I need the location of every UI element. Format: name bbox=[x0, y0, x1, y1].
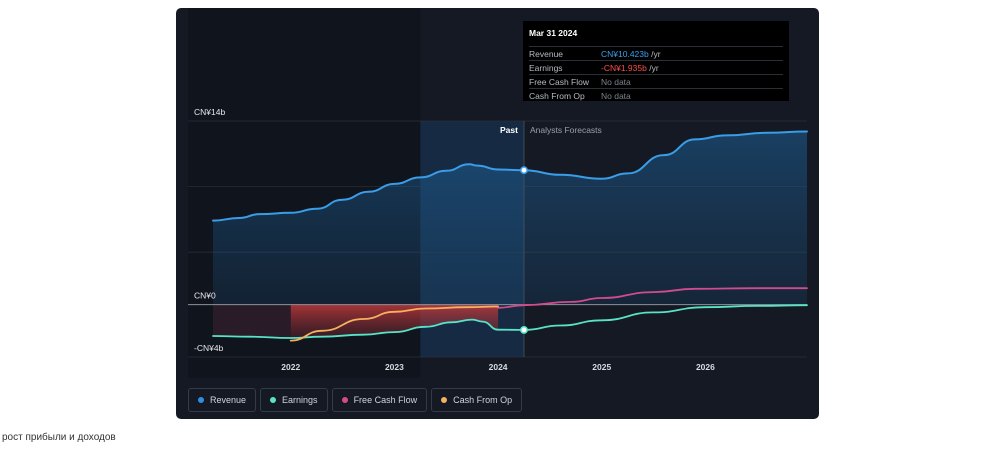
x-tick-label: 2023 bbox=[385, 362, 404, 372]
past-label: Past bbox=[500, 125, 518, 135]
tooltip-label: Free Cash Flow bbox=[529, 77, 589, 87]
forecast-label: Analysts Forecasts bbox=[530, 125, 602, 135]
fcf-dot-icon bbox=[341, 397, 348, 403]
earnings-marker bbox=[520, 325, 528, 334]
chart-canvas: CN¥14b CN¥0 -CN¥4b Past Analysts Forecasts 20… bbox=[188, 8, 808, 378]
cfo-dot-icon bbox=[441, 397, 448, 403]
earnings-area-early bbox=[213, 304, 291, 338]
y-label-top: CN¥14b bbox=[194, 107, 225, 117]
revenue-dot-icon bbox=[198, 397, 204, 403]
tooltip-row-revenue: Revenue CN¥10.423b /yr bbox=[529, 46, 783, 60]
earnings-area bbox=[290, 304, 499, 338]
earnings-line bbox=[212, 304, 808, 339]
legend-label: Revenue bbox=[210, 395, 247, 405]
legend: Revenue Earnings Free Cash Flow Cash Fro… bbox=[188, 388, 523, 412]
x-tick-label: 2022 bbox=[281, 362, 300, 372]
legend-revenue-button[interactable]: Revenue bbox=[188, 388, 257, 412]
legend-cfo-button[interactable]: Cash From Op bbox=[431, 388, 523, 412]
legend-label: Free Cash Flow bbox=[353, 395, 418, 405]
tooltip-label: Earnings bbox=[529, 63, 563, 73]
tooltip: Mar 31 2024 Revenue CN¥10.423b /yr Earni… bbox=[523, 21, 789, 101]
legend-label: Cash From Op bbox=[453, 395, 513, 405]
tooltip-unit: /yr bbox=[649, 63, 659, 73]
tooltip-value: No data bbox=[601, 77, 631, 87]
tooltip-row-fcf: Free Cash Flow No data bbox=[529, 74, 783, 88]
legend-earnings-button[interactable]: Earnings bbox=[260, 388, 328, 412]
revenue-marker bbox=[520, 166, 528, 175]
tooltip-value: No data bbox=[601, 91, 631, 101]
page-caption: рост прибыли и доходов bbox=[2, 432, 116, 443]
cash-from-op-line bbox=[289, 305, 499, 342]
legend-fcf-button[interactable]: Free Cash Flow bbox=[331, 388, 428, 412]
tooltip-value: -CN¥1.935b bbox=[601, 63, 647, 73]
y-label-zero: CN¥0 bbox=[194, 291, 216, 301]
tooltip-unit: /yr bbox=[651, 49, 661, 59]
revenue-line bbox=[212, 130, 808, 222]
x-tick-label: 2025 bbox=[592, 362, 611, 372]
chart-card: CN¥14b CN¥0 -CN¥4b Past Analysts Forecasts 20… bbox=[176, 8, 819, 419]
x-tick-label: 2024 bbox=[489, 362, 508, 372]
legend-label: Earnings bbox=[282, 395, 318, 405]
tooltip-date: Mar 31 2024 bbox=[529, 28, 578, 38]
revenue-area bbox=[213, 131, 807, 305]
earnings-dot-icon bbox=[270, 397, 277, 403]
x-tick-label: 2026 bbox=[696, 362, 715, 372]
tooltip-row-cfo: Cash From Op No data bbox=[529, 88, 783, 102]
tooltip-label: Revenue bbox=[529, 49, 564, 59]
free-cash-flow-line bbox=[497, 287, 808, 309]
y-label-bottom: -CN¥4b bbox=[194, 343, 224, 353]
tooltip-label: Cash From Op bbox=[529, 91, 585, 101]
tooltip-row-earnings: Earnings -CN¥1.935b /yr bbox=[529, 60, 783, 74]
tooltip-value: CN¥10.423b bbox=[601, 49, 649, 59]
